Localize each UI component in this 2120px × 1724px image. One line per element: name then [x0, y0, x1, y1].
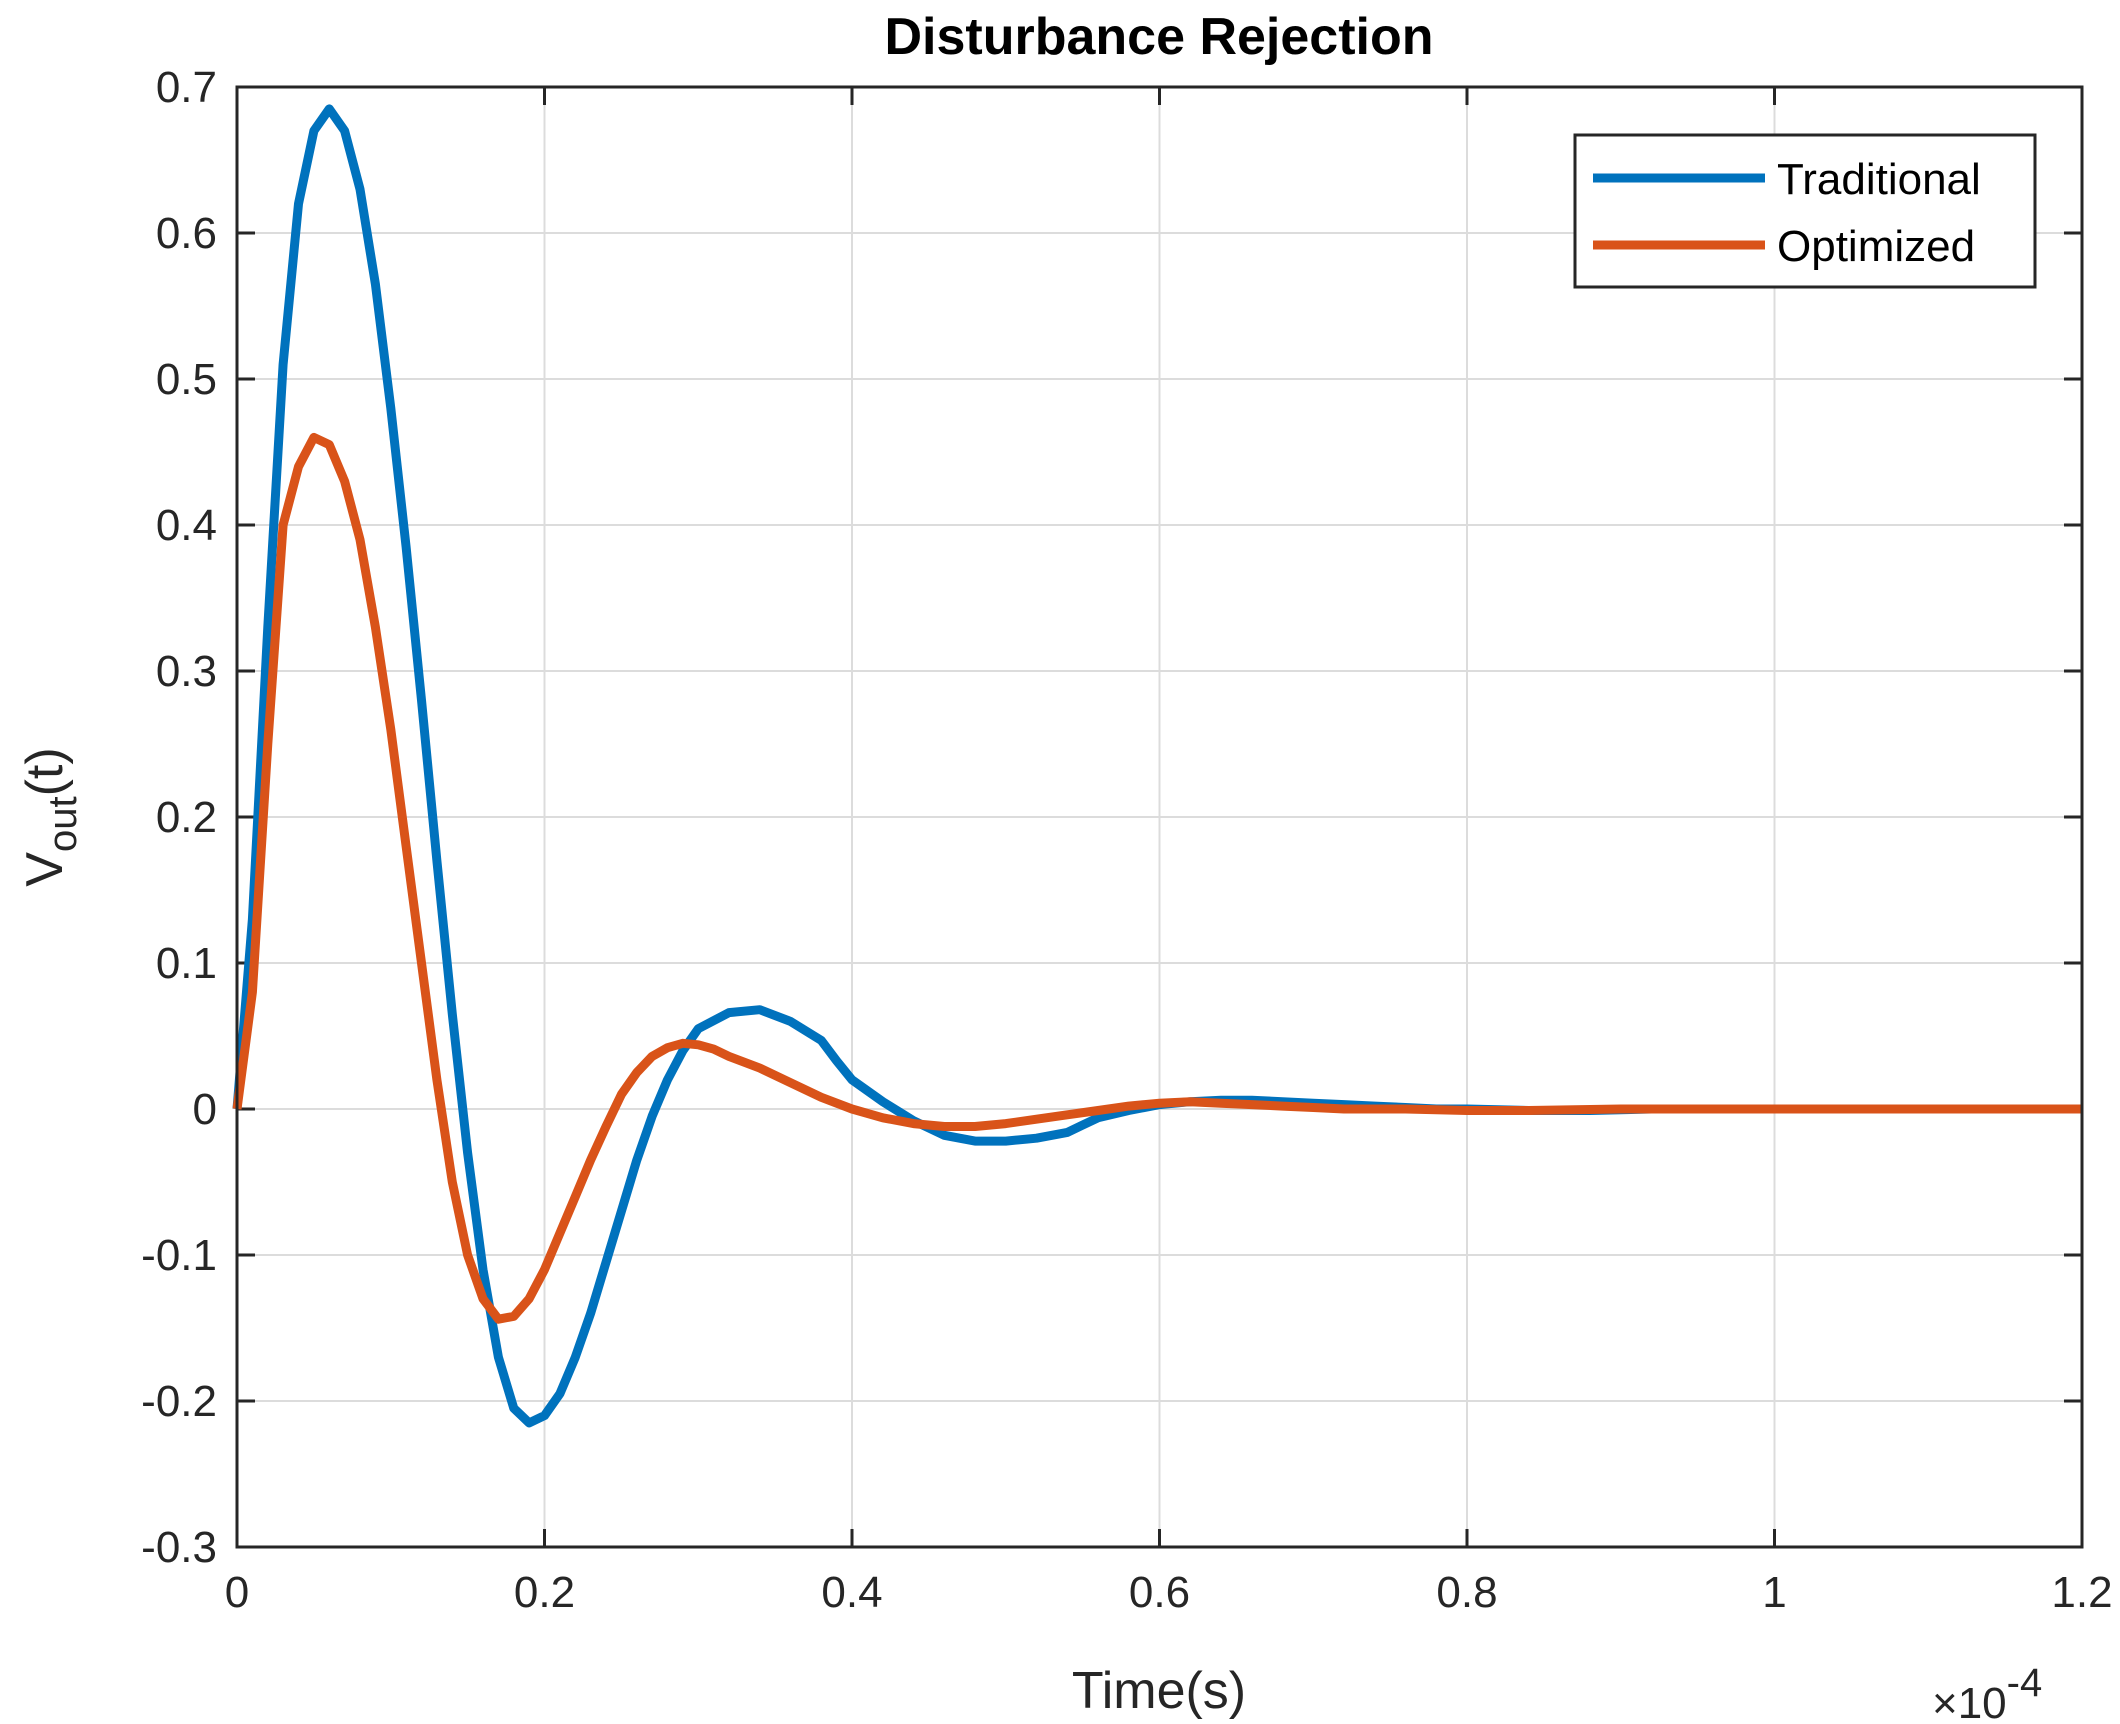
y-label-sub: out: [41, 796, 85, 852]
y-tick-label: 0.4: [156, 501, 217, 550]
y-tick-labels: -0.3 -0.2 -0.1 0 0.1 0.2 0.3 0.4 0.5 0.6 0.7: [141, 63, 217, 1572]
y-label-suffix: (t): [16, 747, 74, 796]
x-tick-label: 1.2: [2051, 1568, 2112, 1617]
x-tick-label: 0: [225, 1568, 249, 1617]
series-line-optimized: [232, 432, 2082, 1324]
y-tick-label: -0.3: [141, 1523, 217, 1572]
plot-frame: [235, 85, 2084, 1549]
svg-text:×10-4: ×10-4: [1932, 1661, 2042, 1724]
svg-text:Vout(t): Vout(t): [16, 747, 85, 886]
x-tick-label: 1: [1762, 1568, 1786, 1617]
chart-title: Disturbance Rejection: [884, 8, 1433, 66]
x-exponent-label: ×10-4: [1932, 1661, 2042, 1724]
x-axis-label: Time(s): [1072, 1662, 1246, 1720]
x-exponent-prefix: ×10: [1932, 1679, 2007, 1724]
y-tick-label: -0.1: [141, 1231, 217, 1280]
x-tick-label: 0.2: [514, 1568, 575, 1617]
y-tick-label: -0.2: [141, 1377, 217, 1426]
y-tick-label: 0.2: [156, 793, 217, 842]
x-tick-label: 0.4: [821, 1568, 882, 1617]
x-tick-labels: 0 0.2 0.4 0.6 0.8 1 1.2: [225, 1568, 2113, 1617]
y-tick-label: 0: [193, 1085, 217, 1134]
y-tick-label: 0.1: [156, 939, 217, 988]
y-label-main: V: [16, 852, 74, 887]
x-tick-label: 0.8: [1436, 1568, 1497, 1617]
y-tick-label: 0.7: [156, 63, 217, 112]
series-layer: [232, 104, 2082, 1428]
y-tick-label: 0.5: [156, 355, 217, 404]
legend-label-optimized: Optimized: [1777, 222, 1975, 271]
y-axis-label: Vout(t): [16, 747, 85, 886]
legend: Traditional Optimized: [1573, 133, 2037, 289]
legend-label-traditional: Traditional: [1777, 155, 1981, 204]
y-tick-label: 0.3: [156, 647, 217, 696]
y-tick-label: 0.6: [156, 209, 217, 258]
x-tick-label: 0.6: [1129, 1568, 1190, 1617]
x-exponent-power: -4: [2007, 1661, 2043, 1705]
legend-box: [1573, 133, 2037, 289]
